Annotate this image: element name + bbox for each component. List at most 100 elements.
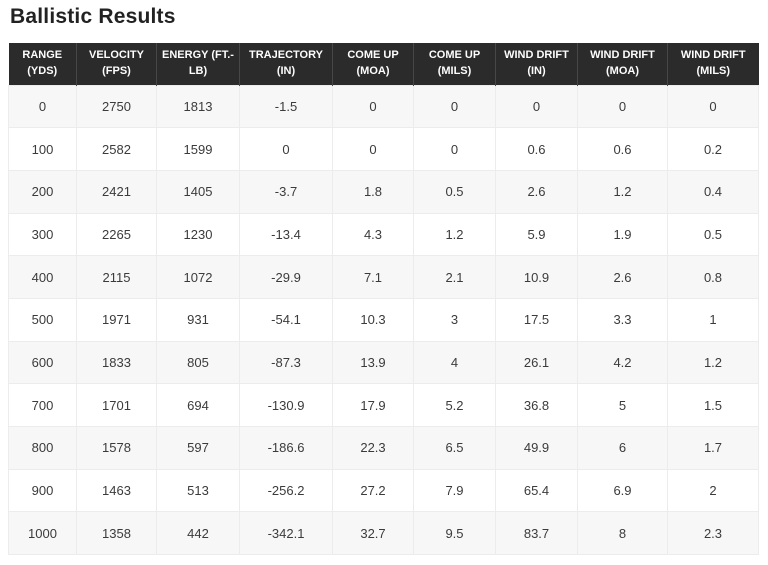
- table-cell-wind-drift-mils: 0.8: [667, 255, 759, 299]
- column-header-energy-ft-lb: ENERGY (FT.- LB): [156, 43, 240, 85]
- table-cell-come-up-moa: 27.2: [332, 468, 414, 513]
- table-row: 600 1833 805 -87.3 13.9 4 26.1 4.2 1.2: [8, 340, 759, 385]
- table-cell-energy-ft-lb: 694: [156, 383, 240, 427]
- column-header-come-up-moa: COME UP (MOA): [332, 43, 414, 85]
- column-header-label: WIND DRIFT: [680, 48, 746, 61]
- table-cell-velocity-fps: 2265: [76, 212, 157, 257]
- column-header-unit: LB): [188, 64, 208, 77]
- column-header-unit: (MOA): [606, 64, 639, 77]
- table-cell-trajectory-in: -87.3: [239, 340, 333, 385]
- table-cell-come-up-mils: 7.9: [413, 468, 496, 513]
- table-cell-come-up-mils: 4: [413, 340, 496, 385]
- table-cell-wind-drift-moa: 0.6: [577, 127, 668, 171]
- column-header-wind-drift-moa: WIND DRIFT (MOA): [577, 43, 668, 85]
- table-cell-wind-drift-mils: 2.3: [667, 511, 759, 556]
- table-cell-come-up-moa: 1.8: [332, 169, 414, 214]
- table-cell-energy-ft-lb: 805: [156, 340, 240, 385]
- ballistic-results-table: RANGE (YDS) VELOCITY (FPS) ENERGY (FT.- LB) TR…: [8, 43, 759, 556]
- column-header-unit: (MILS): [437, 64, 472, 77]
- table-cell-trajectory-in: -130.9: [239, 383, 333, 427]
- table-cell-wind-drift-in: 2.6: [495, 169, 578, 214]
- table-cell-velocity-fps: 2750: [76, 84, 157, 129]
- table-cell-energy-ft-lb: 513: [156, 468, 240, 513]
- table-row: 0 2750 1813 -1.5 0 0 0 0 0: [8, 84, 759, 129]
- table-cell-wind-drift-mils: 0: [667, 84, 759, 129]
- table-cell-wind-drift-in: 26.1: [495, 340, 578, 385]
- table-cell-velocity-fps: 1463: [76, 468, 157, 513]
- table-cell-trajectory-in: -3.7: [239, 169, 333, 214]
- table-cell-wind-drift-mils: 0.2: [667, 127, 759, 171]
- table-cell-range-yds: 400: [8, 255, 77, 299]
- column-header-unit: (YDS): [27, 64, 58, 77]
- column-header-unit: (MILS): [696, 64, 731, 77]
- table-cell-velocity-fps: 1971: [76, 297, 157, 342]
- column-header-come-up-mils: COME UP (MILS): [413, 43, 496, 85]
- table-cell-come-up-mils: 9.5: [413, 511, 496, 556]
- table-cell-velocity-fps: 2421: [76, 169, 157, 214]
- table-cell-wind-drift-in: 10.9: [495, 255, 578, 299]
- table-cell-wind-drift-in: 0: [495, 84, 578, 129]
- table-cell-wind-drift-mils: 0.5: [667, 212, 759, 257]
- table-cell-wind-drift-moa: 1.9: [577, 212, 668, 257]
- table-cell-come-up-mils: 1.2: [413, 212, 496, 257]
- column-header-label: VELOCITY: [88, 48, 144, 61]
- column-header-label: TRAJECTORY: [249, 48, 323, 61]
- table-cell-trajectory-in: -29.9: [239, 255, 333, 299]
- table-row: 900 1463 513 -256.2 27.2 7.9 65.4 6.9 2: [8, 468, 759, 513]
- table-cell-come-up-mils: 0.5: [413, 169, 496, 214]
- column-header-label: COME UP: [347, 48, 399, 61]
- table-cell-energy-ft-lb: 442: [156, 511, 240, 556]
- column-header-unit: (FPS): [102, 64, 131, 77]
- table-cell-range-yds: 900: [8, 468, 77, 513]
- table-cell-come-up-mils: 0: [413, 84, 496, 129]
- table-cell-energy-ft-lb: 1072: [156, 255, 240, 299]
- table-cell-come-up-mils: 6.5: [413, 426, 496, 470]
- table-cell-trajectory-in: -54.1: [239, 297, 333, 342]
- table-row: 300 2265 1230 -13.4 4.3 1.2 5.9 1.9 0.5: [8, 212, 759, 257]
- table-cell-come-up-mils: 3: [413, 297, 496, 342]
- table-cell-wind-drift-mils: 0.4: [667, 169, 759, 214]
- column-header-label: WIND DRIFT: [590, 48, 655, 61]
- table-cell-wind-drift-in: 65.4: [495, 468, 578, 513]
- table-cell-wind-drift-mils: 2: [667, 468, 759, 513]
- table-cell-wind-drift-in: 17.5: [495, 297, 578, 342]
- table-row: 400 2115 1072 -29.9 7.1 2.1 10.9 2.6 0.8: [8, 255, 759, 299]
- table-cell-energy-ft-lb: 1405: [156, 169, 240, 214]
- table-cell-come-up-moa: 22.3: [332, 426, 414, 470]
- table-cell-wind-drift-moa: 6.9: [577, 468, 668, 513]
- table-cell-wind-drift-mils: 1.5: [667, 383, 759, 427]
- table-header-row: RANGE (YDS) VELOCITY (FPS) ENERGY (FT.- LB) TR…: [8, 43, 759, 85]
- table-cell-trajectory-in: -342.1: [239, 511, 333, 556]
- table-cell-wind-drift-mils: 1.2: [667, 340, 759, 385]
- table-cell-wind-drift-mils: 1.7: [667, 426, 759, 470]
- column-header-range-yds: RANGE (YDS): [8, 43, 77, 85]
- page-title: Ballistic Results: [10, 5, 176, 28]
- table-row: 800 1578 597 -186.6 22.3 6.5 49.9 6 1.7: [8, 426, 759, 470]
- table-cell-range-yds: 500: [8, 297, 77, 342]
- table-cell-range-yds: 100: [8, 127, 77, 171]
- table-cell-come-up-mils: 5.2: [413, 383, 496, 427]
- table-cell-range-yds: 200: [8, 169, 77, 214]
- table-cell-wind-drift-in: 83.7: [495, 511, 578, 556]
- table-cell-range-yds: 800: [8, 426, 77, 470]
- column-header-unit: (IN): [276, 64, 296, 77]
- table-cell-energy-ft-lb: 1599: [156, 127, 240, 171]
- table-cell-come-up-moa: 0: [332, 127, 414, 171]
- table-cell-velocity-fps: 1578: [76, 426, 157, 470]
- table-cell-come-up-mils: 2.1: [413, 255, 496, 299]
- table-cell-wind-drift-moa: 5: [577, 383, 668, 427]
- table-cell-velocity-fps: 1833: [76, 340, 157, 385]
- table-cell-wind-drift-moa: 6: [577, 426, 668, 470]
- table-cell-energy-ft-lb: 931: [156, 297, 240, 342]
- column-header-velocity-fps: VELOCITY (FPS): [76, 43, 157, 85]
- table-cell-trajectory-in: -256.2: [239, 468, 333, 513]
- table-cell-wind-drift-in: 5.9: [495, 212, 578, 257]
- table-cell-wind-drift-moa: 0: [577, 84, 668, 129]
- table-cell-come-up-moa: 17.9: [332, 383, 414, 427]
- table-cell-wind-drift-in: 49.9: [495, 426, 578, 470]
- table-cell-wind-drift-in: 36.8: [495, 383, 578, 427]
- table-cell-range-yds: 1000: [8, 511, 77, 556]
- table-cell-trajectory-in: -13.4: [239, 212, 333, 257]
- table-cell-wind-drift-moa: 1.2: [577, 169, 668, 214]
